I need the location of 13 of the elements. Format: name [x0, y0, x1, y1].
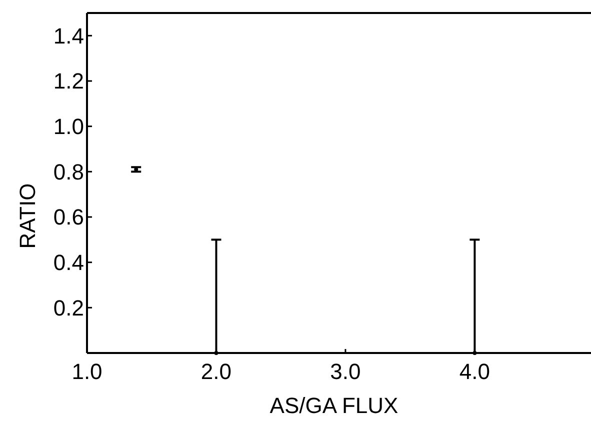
x-tick-label: 4.0: [459, 359, 490, 384]
x-tick-label: 3.0: [330, 359, 361, 384]
x-tick-label: 2.0: [200, 359, 232, 384]
y-tick-label: 1.2: [53, 68, 84, 94]
x-axis-title: AS/GA FLUX: [270, 393, 399, 418]
y-tick-label: 1.0: [53, 114, 84, 140]
y-axis-title: RATIO: [15, 183, 40, 249]
x-tick-label: 1.0: [72, 359, 102, 384]
y-tick-label: 0.8: [53, 159, 84, 184]
y-tick-label: 1.4: [53, 23, 84, 48]
y-tick-label: 0.6: [53, 204, 84, 230]
y-tick-label: 0.2: [53, 295, 84, 320]
y-tick-label: 0.4: [53, 250, 84, 276]
